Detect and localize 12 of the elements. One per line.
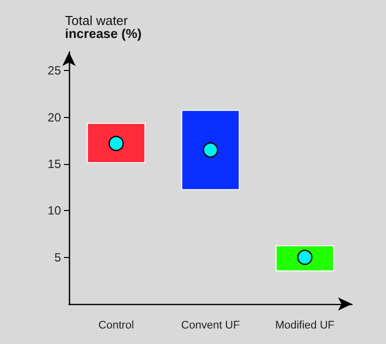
y-tick-label: 5 — [54, 250, 62, 264]
bar — [181, 110, 240, 190]
y-tick-label: 15 — [48, 157, 62, 171]
x-tick-label: Modified UF — [275, 320, 335, 332]
x-tick-label: Control — [98, 320, 134, 332]
x-tick-label: Convent UF — [181, 320, 240, 332]
y-tick-label: 25 — [48, 64, 62, 78]
y-tick-label: 10 — [48, 204, 62, 218]
y-axis-title: Total water increase (%) — [65, 13, 142, 41]
point — [202, 142, 218, 158]
y-tick-label: 20 — [48, 110, 62, 124]
bar — [86, 122, 146, 164]
